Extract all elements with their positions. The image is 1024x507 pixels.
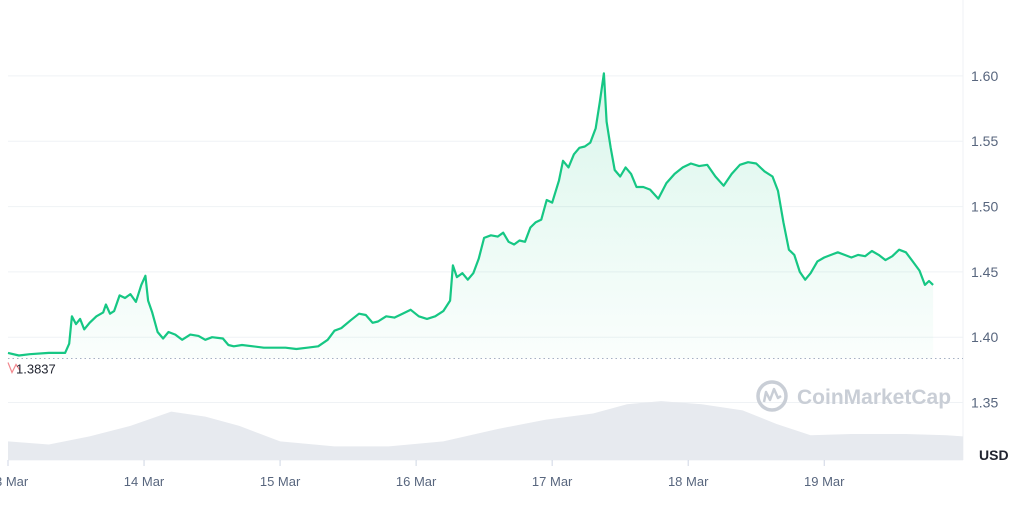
currency-unit-label: USD bbox=[979, 447, 1009, 463]
price-area bbox=[7, 72, 934, 359]
coinmarketcap-watermark: CoinMarketCap bbox=[756, 380, 951, 412]
reference-line: 1.3837 bbox=[7, 357, 963, 379]
y-tick-label: 1.55 bbox=[971, 133, 998, 149]
watermark-text: CoinMarketCap bbox=[797, 386, 951, 409]
coinmarketcap-logo-icon bbox=[756, 380, 788, 412]
y-tick-label: 1.50 bbox=[971, 199, 998, 215]
price-area-fill bbox=[8, 73, 934, 359]
x-tick-label: 19 Mar bbox=[804, 474, 845, 489]
reference-price-label: 1.3837 bbox=[16, 361, 56, 376]
x-tick-label: 14 Mar bbox=[124, 474, 165, 489]
x-tick-label: 18 Mar bbox=[668, 474, 709, 489]
y-tick-label: 1.45 bbox=[971, 264, 998, 280]
reference-negative-marker bbox=[7, 362, 21, 374]
x-tick-label: 17 Mar bbox=[532, 474, 573, 489]
x-tick-label: 13 Mar bbox=[0, 474, 29, 489]
reference-label-bg bbox=[8, 360, 62, 379]
price-line bbox=[7, 72, 934, 357]
x-tick-label: 16 Mar bbox=[396, 474, 437, 489]
axes: 1.35 1.40 1.45 1.50 1.55 1.60 13 Mar 14 Mar 15 M… bbox=[0, 68, 998, 489]
y-tick-label: 1.60 bbox=[971, 68, 998, 84]
y-tick-label: 1.35 bbox=[971, 395, 998, 411]
coinmarketcap-logo-wave bbox=[762, 387, 782, 403]
y-tick-label: 1.40 bbox=[971, 329, 998, 345]
volume-area bbox=[8, 401, 963, 460]
x-tick-label: 15 Mar bbox=[260, 474, 301, 489]
volume-bars bbox=[8, 401, 963, 460]
